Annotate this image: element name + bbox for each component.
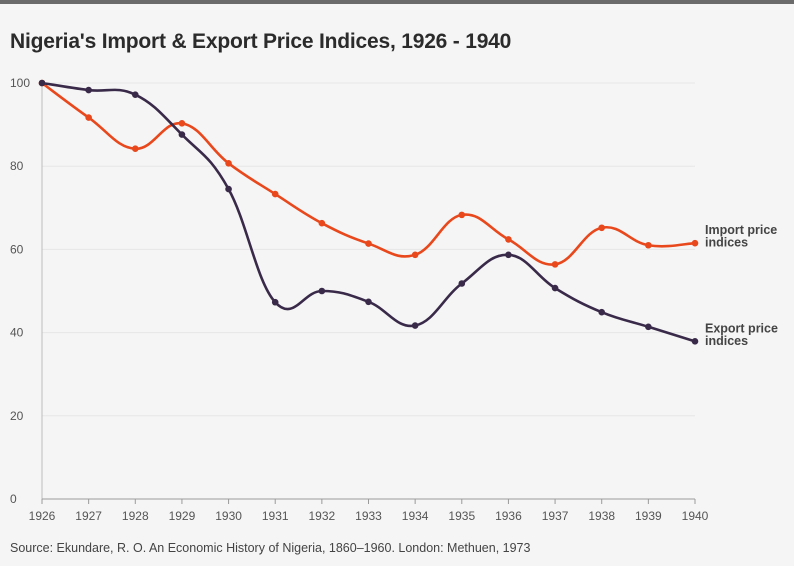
source-note: Source: Ekundare, R. O. An Economic Hist… [10, 541, 531, 555]
x-tick-label-1929: 1929 [169, 509, 196, 523]
y-axis-ticks: 0 20 40 60 80 100 [10, 76, 30, 506]
x-tick-label-1933: 1933 [355, 509, 382, 523]
import-point-1930 [225, 159, 232, 167]
x-axis-ticks: 1926 1927 1928 1929 1930 1931 1932 1933 1934 1935… [29, 499, 709, 523]
export-point-1935 [458, 280, 466, 287]
export-point-1934 [411, 322, 419, 329]
export-series-label: Export price indices [705, 321, 778, 348]
import-point-1927 [85, 114, 92, 121]
export-point-1938 [598, 308, 606, 316]
x-tick-label-1927: 1927 [75, 509, 102, 523]
y-tick-label-100: 100 [10, 76, 30, 90]
import-point-1934 [411, 251, 419, 259]
x-tick-label-1928: 1928 [122, 509, 149, 523]
x-tick-label-1940: 1940 [682, 509, 709, 523]
export-point-1940 [691, 338, 699, 345]
export-point-1939 [645, 323, 652, 331]
import-point-1935 [458, 211, 466, 219]
import-point-1932 [318, 219, 326, 227]
export-series-label-line-1: Export price [705, 321, 778, 335]
x-tick-label-1934: 1934 [402, 509, 429, 523]
y-tick-label-40: 40 [10, 326, 24, 340]
export-point-1931 [271, 298, 279, 306]
import-series-label-line-1: Import price [705, 223, 777, 237]
x-tick-label-1937: 1937 [542, 509, 569, 523]
axes [41, 83, 695, 500]
import-point-1939 [645, 241, 652, 249]
y-tick-label-80: 80 [10, 159, 24, 173]
import-series-label: Import price indices [705, 223, 777, 250]
x-tick-label-1926: 1926 [29, 509, 56, 523]
export-point-1929 [178, 131, 186, 138]
y-tick-label-60: 60 [10, 242, 24, 256]
export-point-1927 [85, 86, 92, 94]
import-point-1938 [598, 224, 606, 232]
x-tick-label-1932: 1932 [309, 509, 336, 523]
import-series-label-line-2: indices [705, 236, 748, 250]
import-point-1931 [271, 190, 279, 198]
import-point-1933 [365, 240, 372, 247]
x-tick-label-1931: 1931 [262, 509, 289, 523]
export-series-label-line-2: indices [705, 334, 748, 348]
x-tick-label-1935: 1935 [448, 509, 475, 523]
export-point-1932 [318, 287, 326, 295]
export-point-1933 [365, 298, 372, 306]
import-series-line [40, 81, 697, 266]
import-point-1929 [178, 120, 186, 127]
export-point-1936 [505, 251, 512, 259]
gridlines [42, 82, 695, 417]
series-points [38, 79, 699, 345]
x-tick-label-1936: 1936 [495, 509, 522, 523]
chart-title: Nigeria's Import & Export Price Indices,… [10, 30, 512, 53]
y-tick-label-0: 0 [10, 492, 17, 506]
x-tick-label-1930: 1930 [215, 509, 242, 523]
x-tick-label-1939: 1939 [635, 509, 662, 523]
import-point-1928 [131, 145, 139, 153]
import-point-1937 [551, 261, 559, 268]
import-point-1940 [691, 239, 699, 247]
export-point-1937 [551, 284, 559, 292]
export-series-line [40, 81, 697, 343]
import-point-1936 [505, 236, 512, 243]
export-point-1926 [38, 79, 46, 87]
x-tick-label-1938: 1938 [588, 509, 615, 523]
y-tick-label-20: 20 [10, 409, 24, 423]
export-point-1930 [225, 185, 232, 193]
top-accent-bar [0, 0, 794, 4]
export-point-1928 [131, 91, 139, 98]
